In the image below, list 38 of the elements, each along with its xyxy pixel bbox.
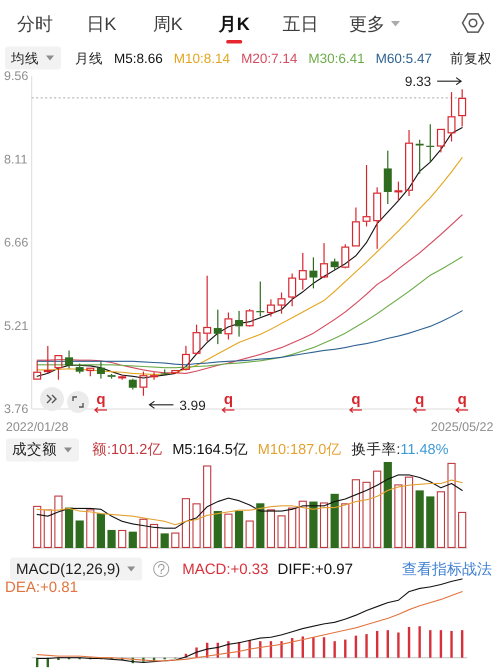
y-tick-label: 9.56: [4, 69, 28, 83]
chart-title: 成交额: [12, 441, 57, 458]
text: M60:5.47: [376, 50, 432, 66]
annotation: q: [351, 390, 360, 408]
text: 分时: [17, 14, 53, 34]
text: 前复权: [450, 50, 492, 66]
annotation: q: [415, 390, 424, 408]
text: M5:164.5亿: [172, 442, 248, 458]
text: 换手率:11.48%: [351, 441, 449, 458]
y-tick-label: 3.76: [4, 402, 28, 416]
text: DIFF:+0.97: [278, 560, 353, 578]
text: 五日: [282, 14, 319, 34]
chart-subtitle: 月线: [75, 50, 103, 66]
chart-title: MACD(12,26,9): [16, 560, 120, 578]
text: 月K: [218, 14, 250, 34]
text: DEA:+0.81: [5, 578, 78, 596]
y-tick-label: 8.11: [4, 152, 28, 166]
annotation: q: [96, 390, 106, 408]
x-tick-label: 2022/01/28: [6, 420, 69, 434]
text: 额:101.2亿: [92, 441, 162, 458]
annotation: 9.33: [404, 74, 432, 89]
text: 更多: [349, 14, 385, 34]
annotation: 3.99: [179, 397, 206, 412]
text: 查看指标战法: [402, 560, 492, 578]
text: MACD:+0.33: [182, 560, 268, 578]
text: M5:8.66: [114, 50, 163, 66]
text: 周K: [152, 14, 183, 34]
chart-title: 均线: [10, 50, 39, 66]
annotation: q: [224, 390, 234, 408]
text: M10:8.14: [174, 50, 231, 66]
text: M30:6.41: [308, 50, 365, 66]
annotation: q: [458, 390, 467, 408]
x-tick-label: 2025/05/22: [430, 420, 494, 434]
text: 日K: [86, 14, 116, 34]
y-tick-label: 5.21: [4, 318, 28, 333]
text: M20:7.14: [241, 50, 298, 66]
y-tick-label: 6.66: [4, 236, 28, 250]
text: M10:187.0亿: [258, 442, 342, 458]
